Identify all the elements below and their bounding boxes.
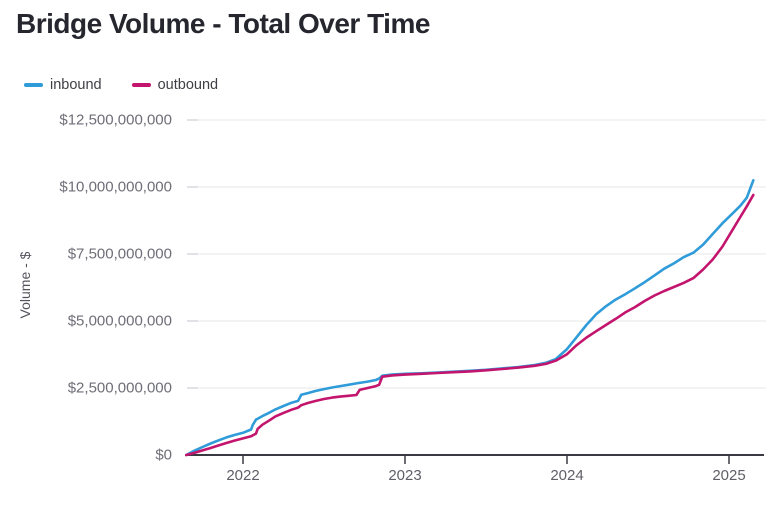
x-tick-label-2025: 2025: [712, 467, 746, 484]
y-tick-label-7500000000: $7,500,000,000: [67, 245, 172, 263]
x-tick-label-2024: 2024: [550, 467, 584, 484]
legend-label-outbound: outbound: [157, 77, 219, 93]
x-tick-label-2022: 2022: [226, 467, 260, 484]
y-tick-label-0: $0: [155, 446, 172, 464]
series-line-outbound: [185, 193, 755, 457]
series-line-inbound: [185, 179, 755, 457]
inbound-line-swatch-icon: [24, 83, 43, 87]
legend-item-outbound[interactable]: outbound: [131, 77, 219, 93]
y-tick-label-2500000000: $2,500,000,000: [67, 379, 172, 397]
y-tick-label-10000000000: $10,000,000,000: [59, 178, 172, 196]
legend: inbound outbound: [24, 77, 218, 93]
x-tick-label-2023: 2023: [388, 467, 422, 484]
page-title: Bridge Volume - Total Over Time: [16, 8, 430, 39]
y-tick-label-5000000000: $5,000,000,000: [67, 312, 172, 330]
outbound-line-swatch-icon: [131, 83, 151, 87]
y-tick-label-12500000000: $12,500,000,000: [59, 111, 172, 129]
legend-item-inbound[interactable]: inbound: [24, 77, 102, 93]
legend-label-inbound: inbound: [50, 77, 102, 93]
